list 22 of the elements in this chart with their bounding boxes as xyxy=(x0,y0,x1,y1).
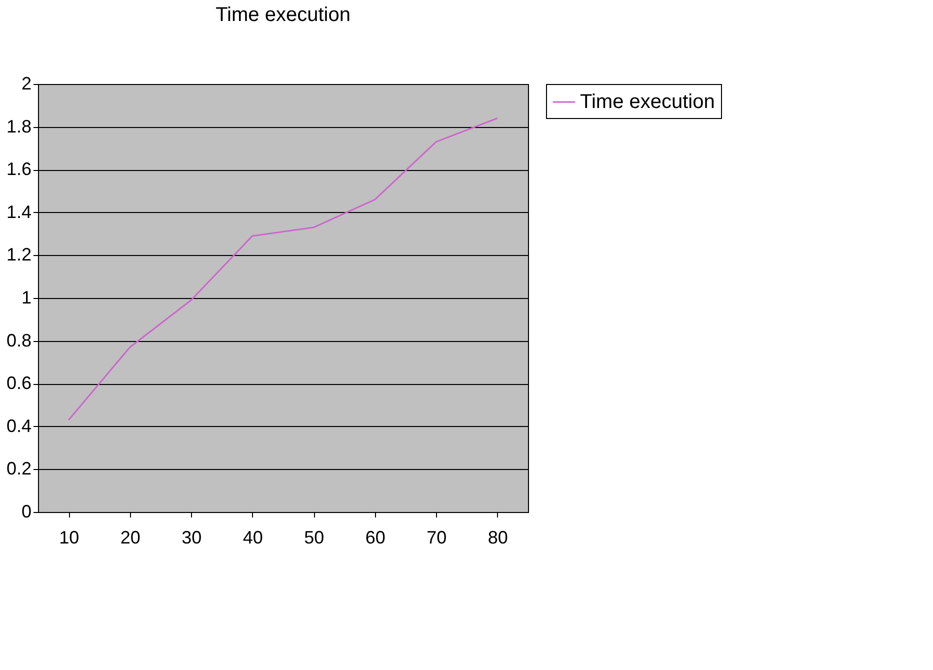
y-tick-label: 2 xyxy=(21,74,32,94)
y-tick-label: 0.6 xyxy=(6,373,32,394)
x-tick-label: 20 xyxy=(120,528,140,548)
x-tick-label: 10 xyxy=(59,528,80,548)
x-tick-label: 50 xyxy=(304,528,324,548)
x-tick-label: 30 xyxy=(182,528,202,548)
x-tick-label: 60 xyxy=(365,528,386,548)
y-tick-label: 1.6 xyxy=(6,159,32,180)
y-tick-label: 0.2 xyxy=(6,458,32,479)
y-tick-label: 1.4 xyxy=(6,202,32,222)
y-tick-label: 0.8 xyxy=(6,330,32,350)
y-tick-label: 1 xyxy=(21,288,32,308)
y-tick-label: 1.2 xyxy=(6,244,32,265)
line-series xyxy=(68,117,498,421)
y-tick-label: 1.8 xyxy=(6,116,32,136)
x-tick-label: 80 xyxy=(488,528,508,548)
chart-title: Time execution xyxy=(216,4,350,26)
y-tick-label: 0 xyxy=(21,502,32,522)
x-tick-label: 40 xyxy=(242,528,263,548)
legend-label: Time execution xyxy=(580,91,715,113)
x-tick-label: 70 xyxy=(426,528,447,548)
y-tick-label: 0.4 xyxy=(6,416,32,436)
